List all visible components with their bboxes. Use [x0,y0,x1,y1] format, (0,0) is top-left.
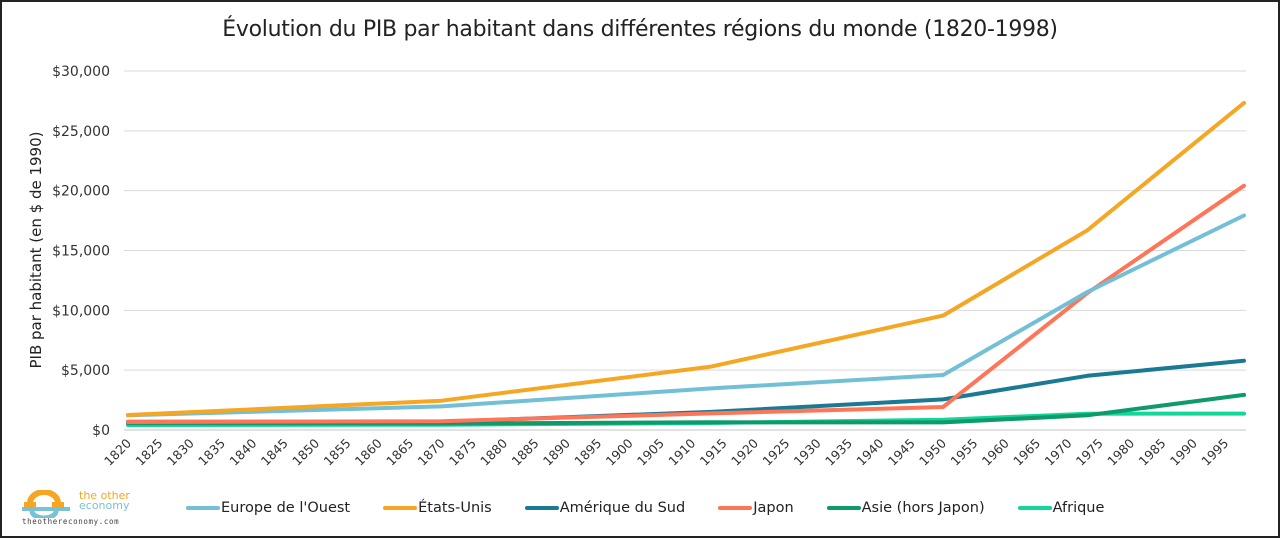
x-tick-label: 1825 [132,436,165,469]
x-tick-label: 1875 [446,436,479,469]
x-tick-label: 1995 [1198,436,1231,469]
x-tick-label: 1985 [1136,436,1169,469]
legend-label: États-Unis [418,500,492,516]
legend-label: Afrique [1052,500,1105,516]
series-line-etats-unis [126,100,1246,417]
logo-text-economy: economy [79,499,130,512]
x-tick-label: 1910 [665,435,698,468]
y-tick-label: $0 [92,423,110,439]
x-tick-label: 1970 [1041,435,1074,468]
series-lines [126,100,1246,427]
y-tick-label: $30,000 [52,64,110,80]
x-tick-label: 1920 [728,435,761,468]
logo-icon [22,490,70,518]
x-tick-label: 1835 [195,436,228,469]
legend-item: Japon [718,500,794,516]
x-tick-labels: 1820182518301835184018451850185518601865… [101,435,1231,468]
legend-swatch [1017,506,1052,510]
legend-item: États-Unis [383,500,492,516]
x-tick-label: 1935 [822,436,855,469]
y-tick-label: $10,000 [52,303,110,319]
legend-swatch [186,506,220,510]
legend-item: Afrique [1017,500,1105,516]
y-tick-label: $5,000 [61,363,110,379]
x-tick-label: 1885 [509,436,542,469]
x-tick-label: 1880 [477,435,510,468]
x-tick-label: 1945 [885,436,918,469]
x-tick-label: 1950 [916,435,949,468]
x-tick-label: 1960 [979,435,1012,468]
x-tick-label: 1990 [1167,435,1200,468]
x-tick-label: 1860 [352,435,385,468]
x-tick-label: 1925 [759,436,792,469]
x-tick-label: 1955 [947,436,980,469]
legend-label: Asie (hors Japon) [861,500,985,516]
logo-text-the-other: the other [79,489,130,502]
y-tick-label: $15,000 [52,244,110,260]
x-tick-label: 1855 [320,436,353,469]
x-tick-label: 1975 [1073,436,1106,469]
y-tick-label: $25,000 [52,124,110,140]
legend-swatch [383,506,418,510]
logo-url: theothereconomy.com [22,517,120,526]
x-tick-label: 1820 [101,435,134,468]
x-tick-label: 1845 [258,436,291,469]
legend: Europe de l'Ouest États-Unis Amérique du S… [186,500,1137,516]
chart-title: Évolution du PIB par habitant dans diffé… [222,17,1058,42]
x-tick-label: 1850 [289,435,322,468]
x-tick-label: 1940 [853,435,886,468]
series-line-europe-de-l-ouest [126,213,1246,418]
y-tick-label: $20,000 [52,184,110,200]
x-tick-label: 1865 [383,436,416,469]
x-tick-label: 1895 [571,436,604,469]
logo: the other economy theothereconomy.com [18,490,138,530]
x-tick-label: 1840 [226,435,259,468]
legend-item: Amérique du Sud [524,500,686,516]
legend-swatch [718,506,753,510]
y-tick-labels: $0 $5,000 $10,000 $15,000 $20,000 $25,000 $30,… [52,64,110,439]
legend-swatch [826,506,861,510]
legend-swatch [524,506,559,510]
x-tick-label: 1930 [791,435,824,468]
legend-item: Asie (hors Japon) [826,500,985,516]
series-line-japon [126,183,1246,424]
x-tick-label: 1905 [634,436,667,469]
x-tick-label: 1830 [164,435,197,468]
x-tick-label: 1980 [1104,435,1137,468]
legend-label: Japon [753,500,794,516]
x-tick-label: 1900 [603,435,636,468]
legend-item: Europe de l'Ouest [186,500,350,516]
legend-label: Europe de l'Ouest [221,500,351,516]
legend-label: Amérique du Sud [559,500,686,516]
x-tick-label: 1915 [697,436,730,469]
x-tick-label: 1870 [415,435,448,468]
x-tick-label: 1890 [540,435,573,468]
x-tick-label: 1965 [1010,436,1043,469]
